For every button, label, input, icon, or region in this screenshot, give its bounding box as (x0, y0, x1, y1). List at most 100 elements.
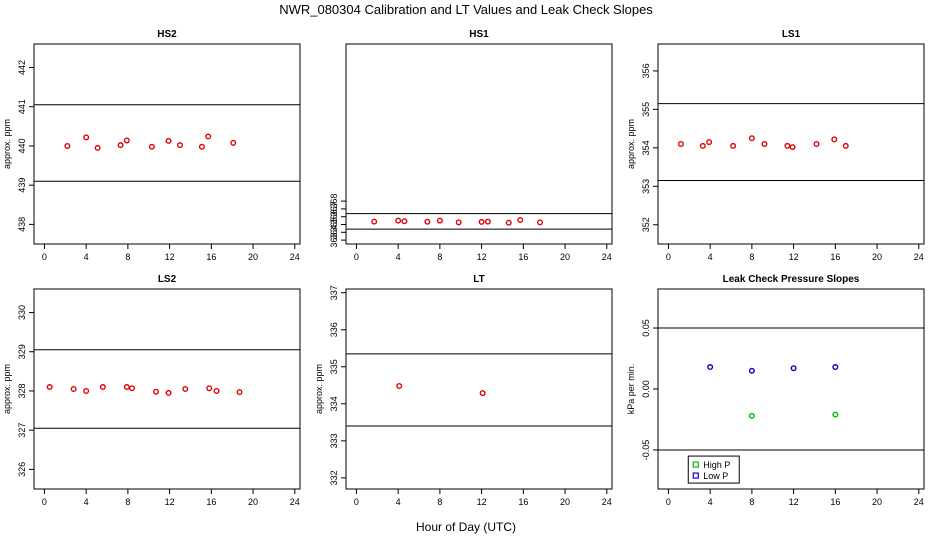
y-axis-label: approx. ppm (314, 364, 324, 414)
data-point (455, 219, 462, 226)
y-tick-label: 439 (17, 178, 27, 193)
data-point (123, 384, 130, 391)
data-point (748, 412, 755, 419)
data-point (730, 142, 737, 149)
data-point (213, 387, 220, 394)
x-tick-label: 0 (354, 252, 359, 262)
data-point (83, 387, 90, 394)
x-tick-label: 4 (708, 497, 713, 507)
x-tick-label: 20 (872, 252, 882, 262)
data-point (517, 217, 524, 224)
y-axis-label: approx. ppm (2, 364, 12, 414)
data-point (83, 134, 90, 141)
y-tick-label: 336 (329, 322, 339, 337)
panel-title: LS2 (158, 274, 177, 285)
x-tick-label: 0 (42, 497, 47, 507)
data-point (165, 389, 172, 396)
y-tick-label: 363 (329, 233, 339, 248)
x-tick-label: 24 (602, 497, 612, 507)
x-tick-label: 12 (789, 252, 799, 262)
data-point (396, 383, 403, 390)
y-tick-label: 352 (641, 217, 651, 232)
data-point (205, 133, 212, 140)
figure-title: NWR_080304 Calibration and LT Values and… (279, 2, 653, 17)
data-point (479, 390, 486, 397)
x-tick-label: 4 (84, 252, 89, 262)
data-point (123, 137, 130, 144)
x-tick-label: 4 (396, 252, 401, 262)
data-point (677, 140, 684, 147)
y-tick-label: 335 (329, 359, 339, 374)
x-tick-label: 20 (248, 497, 258, 507)
y-tick-label: 337 (329, 285, 339, 300)
x-tick-label: 0 (666, 252, 671, 262)
x-tick-label: 16 (518, 252, 528, 262)
x-tick-label: 20 (560, 497, 570, 507)
x-tick-label: 8 (125, 497, 130, 507)
x-tick-label: 0 (354, 497, 359, 507)
y-tick-label: 441 (17, 99, 27, 114)
data-point (94, 144, 101, 151)
data-point (484, 218, 491, 225)
data-point (165, 137, 172, 144)
data-point (230, 139, 237, 146)
y-tick-label: 333 (329, 433, 339, 448)
x-tick-label: 0 (666, 497, 671, 507)
plot-frame (33, 43, 301, 245)
data-point (831, 136, 838, 143)
y-tick-label: 0.05 (641, 319, 651, 337)
y-tick-label: 326 (17, 462, 27, 477)
x-tick-label: 8 (749, 497, 754, 507)
panel-title: Leak Check Pressure Slopes (723, 274, 860, 285)
x-tick-label: 4 (84, 497, 89, 507)
y-tick-label: 353 (641, 179, 651, 194)
chart-panel: LT approx. ppm 0 4 8 12 16 20 24 332 333 334 335 336 3… (314, 274, 613, 507)
y-tick-label: -0.05 (641, 440, 651, 461)
data-point (395, 217, 402, 224)
y-tick-label: 332 (329, 470, 339, 485)
data-point (198, 143, 205, 150)
data-point (748, 135, 755, 142)
x-tick-label: 16 (206, 497, 216, 507)
y-tick-label: 366 (329, 209, 339, 224)
data-point (761, 140, 768, 147)
x-tick-label: 20 (872, 497, 882, 507)
y-axis-label: kPa per min. (626, 364, 636, 415)
chart-panel: LS1 approx. ppm 0 4 8 12 16 20 24 352 353 354 355 356 (626, 29, 925, 262)
x-tick-label: 4 (396, 497, 401, 507)
legend-swatch (692, 461, 699, 468)
y-tick-label: 442 (17, 60, 27, 75)
data-point (790, 365, 797, 372)
data-point (182, 386, 189, 393)
data-point (832, 411, 839, 418)
x-tick-label: 16 (206, 252, 216, 262)
legend-entry: Low P (703, 471, 728, 481)
data-point (206, 385, 213, 392)
x-tick-label: 8 (437, 497, 442, 507)
chart-panel: HS2 approx. ppm 0 4 8 12 16 20 24 438 439 440 441 442 (2, 29, 301, 262)
plot-frame (33, 288, 301, 490)
data-point (748, 367, 755, 374)
data-point (424, 218, 431, 225)
y-axis-label: approx. ppm (2, 119, 12, 169)
data-point (505, 219, 512, 226)
y-axis-label: approx. ppm (626, 119, 636, 169)
legend-entry: High P (703, 460, 730, 470)
y-tick-label: 330 (17, 305, 27, 320)
data-point (832, 364, 839, 371)
x-tick-label: 16 (830, 252, 840, 262)
data-point (70, 386, 77, 393)
plot-frame (657, 43, 925, 245)
panel-title: LT (473, 274, 484, 285)
x-tick-label: 12 (165, 252, 175, 262)
x-tick-label: 20 (560, 252, 570, 262)
data-point (706, 139, 713, 146)
chart-panel: LS2 approx. ppm 0 4 8 12 16 20 24 326 327 328 329 330 (2, 274, 301, 507)
x-tick-label: 16 (830, 497, 840, 507)
x-tick-label: 0 (42, 252, 47, 262)
x-tick-label: 12 (789, 497, 799, 507)
